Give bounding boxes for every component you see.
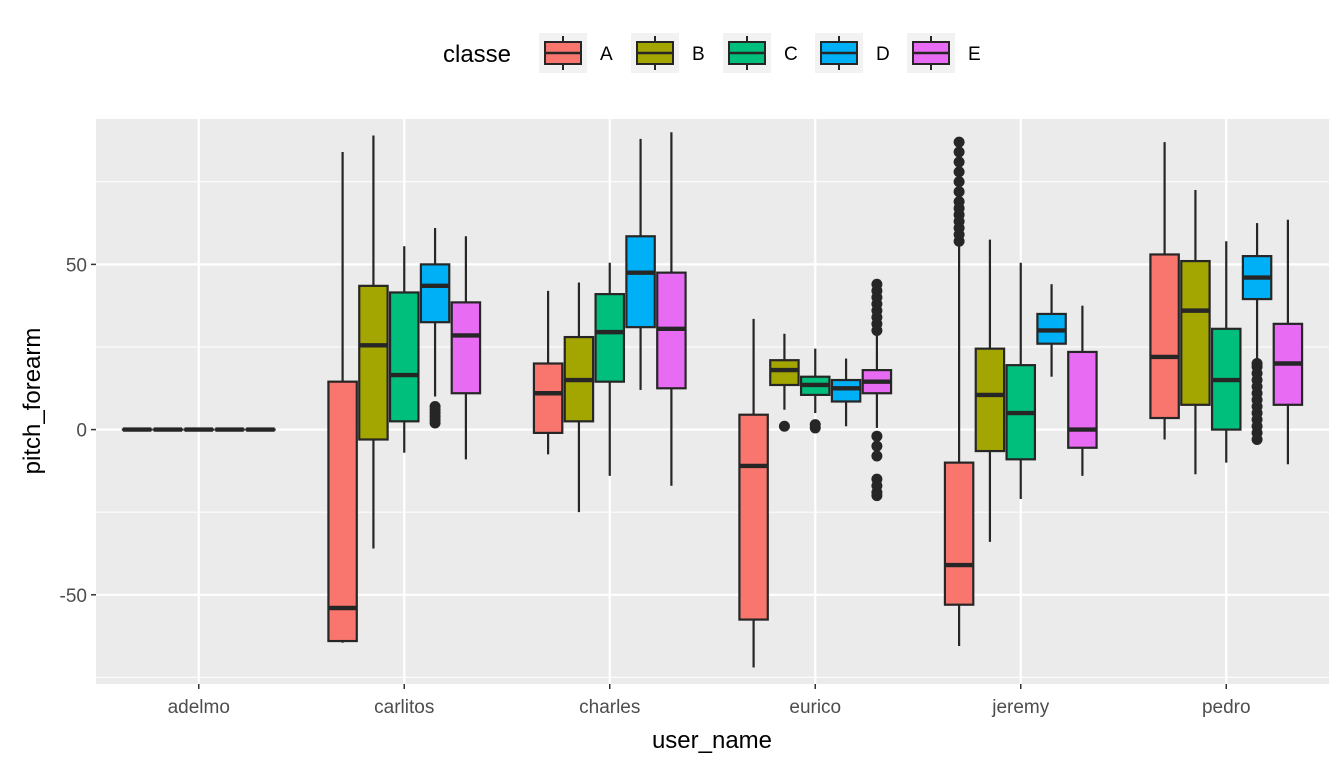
box-C-carlitos xyxy=(388,246,420,453)
outlier-point xyxy=(871,430,883,442)
outlier-point xyxy=(809,419,821,431)
box-E-charles xyxy=(656,132,687,486)
box-B-charles xyxy=(563,282,595,513)
box-body xyxy=(738,413,769,621)
axes: -50 0 50 adelmo carlitos charles eurico jeremy p… xyxy=(60,255,1251,718)
box-D-carlitos xyxy=(419,228,451,429)
box-body xyxy=(594,293,626,383)
x-tick-label: carlitos xyxy=(374,697,434,718)
legend-item-B: B xyxy=(631,33,705,73)
box-body xyxy=(450,301,482,395)
box-body xyxy=(327,380,358,643)
box-body xyxy=(1180,259,1211,406)
x-tick-label: adelmo xyxy=(168,697,230,718)
legend-label: E xyxy=(968,44,981,65)
x-tick-label: eurico xyxy=(789,697,841,718)
outlier-point xyxy=(871,278,883,290)
box-body xyxy=(1149,253,1180,420)
box-body xyxy=(830,378,862,403)
x-tick-label: jeremy xyxy=(991,697,1050,718)
box-A-carlitos xyxy=(327,152,358,643)
box-A-eurico xyxy=(738,318,769,668)
outlier-point xyxy=(953,196,965,208)
legend-label: D xyxy=(876,44,890,65)
plot-marks xyxy=(121,132,1304,668)
box-A-jeremy xyxy=(943,136,975,647)
outlier-point xyxy=(953,146,965,158)
y-tick-label: -50 xyxy=(60,586,87,607)
box-B-pedro xyxy=(1180,190,1211,475)
plot-panel xyxy=(96,119,1329,684)
outlier-point xyxy=(429,400,441,412)
box-body xyxy=(358,284,389,441)
outlier-point xyxy=(953,186,965,198)
box-C-pedro xyxy=(1210,241,1242,463)
x-axis-title: user_name xyxy=(652,727,772,754)
box-body xyxy=(532,362,564,434)
legend-item-C: C xyxy=(723,33,798,73)
legend-label: C xyxy=(784,44,798,65)
outlier-point xyxy=(871,440,883,452)
box-A-charles xyxy=(532,290,564,455)
box-D-jeremy xyxy=(1036,284,1067,377)
box-B-jeremy xyxy=(974,239,1006,542)
box-body xyxy=(769,359,800,387)
legend: classe A B C D E xyxy=(443,33,981,73)
outlier-point xyxy=(1251,358,1263,370)
outlier-point xyxy=(953,156,965,168)
outlier-point xyxy=(953,166,965,178)
legend-item-A: A xyxy=(539,33,613,73)
x-tick-label: charles xyxy=(579,697,640,718)
box-B-carlitos xyxy=(358,135,389,549)
outlier-point xyxy=(778,420,790,432)
box-body xyxy=(388,291,420,423)
y-axis-title: pitch_forearm xyxy=(19,328,46,475)
legend-label: B xyxy=(692,44,705,65)
box-D-pedro xyxy=(1241,223,1273,445)
box-D-charles xyxy=(625,138,656,390)
box-body xyxy=(419,263,451,324)
box-body xyxy=(625,235,656,329)
x-tick-label: pedro xyxy=(1202,697,1251,718)
legend-title: classe xyxy=(443,41,511,68)
legend-label: A xyxy=(600,44,613,65)
outlier-point xyxy=(871,473,883,485)
outlier-point xyxy=(953,136,965,148)
box-body xyxy=(943,461,975,606)
box-E-pedro xyxy=(1272,219,1304,465)
box-E-eurico xyxy=(861,278,893,502)
box-E-jeremy xyxy=(1067,305,1098,476)
box-C-charles xyxy=(594,262,626,476)
legend-item-D: D xyxy=(815,33,890,73)
box-A-pedro xyxy=(1149,142,1180,440)
outlier-point xyxy=(871,450,883,462)
box-body xyxy=(974,347,1006,453)
box-B-eurico xyxy=(769,333,800,432)
box-body xyxy=(1067,350,1098,449)
box-C-eurico xyxy=(799,348,831,434)
y-tick-label: 0 xyxy=(76,421,87,442)
box-C-jeremy xyxy=(1005,262,1037,499)
box-D-eurico xyxy=(830,358,862,427)
legend-item-E: E xyxy=(907,33,981,73)
box-E-carlitos xyxy=(450,236,482,460)
outlier-point xyxy=(953,176,965,188)
y-tick-label: 50 xyxy=(66,255,87,276)
